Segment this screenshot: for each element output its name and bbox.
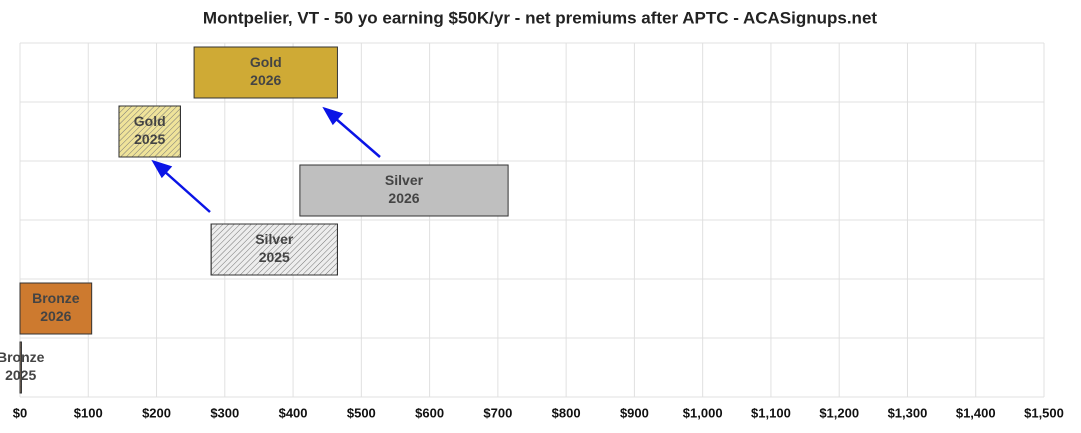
bar-label: 2025 <box>5 367 36 383</box>
bar-label: Bronze <box>0 349 45 365</box>
bar-label: 2026 <box>250 72 281 88</box>
x-tick-label: $300 <box>210 405 239 420</box>
bar-label: Gold <box>250 54 282 70</box>
x-tick-label: $1,200 <box>819 405 859 420</box>
x-tick-label: $700 <box>483 405 512 420</box>
bar <box>299 164 509 217</box>
x-tick-label: $100 <box>74 405 103 420</box>
chart-title: Montpelier, VT - 50 yo earning $50K/yr -… <box>203 8 877 27</box>
x-tick-label: $600 <box>415 405 444 420</box>
bar-label: 2026 <box>388 190 419 206</box>
bars: Gold 2026 Gold 2025 Silver 2026 Silver 2025 Bron… <box>0 46 509 394</box>
bar-hatch <box>118 105 181 158</box>
bar-label: Bronze <box>32 290 80 306</box>
arrows <box>151 106 381 213</box>
x-tick-label: $900 <box>620 405 649 420</box>
x-tick-label: $400 <box>279 405 308 420</box>
bar <box>19 282 93 335</box>
bar <box>193 46 338 99</box>
bar-label: Silver <box>385 172 424 188</box>
x-tick-label: $500 <box>347 405 376 420</box>
arrow <box>334 117 381 158</box>
bar-label: Gold <box>134 113 166 129</box>
arrowhead <box>322 106 344 126</box>
x-tick-label: $1,000 <box>683 405 723 420</box>
bar-label: 2025 <box>259 249 290 265</box>
bar-hatch <box>210 223 338 276</box>
x-tick-label: $200 <box>142 405 171 420</box>
bar-label: Silver <box>255 231 294 247</box>
x-tick-label: $1,100 <box>751 405 791 420</box>
grid: $0 $100 $200 $300 $400 $500 $600 $700 $800 $900 $1… <box>13 42 1064 420</box>
bar-label: 2026 <box>40 308 71 324</box>
x-tick-label: $1,300 <box>888 405 928 420</box>
x-tick-label: $1,500 <box>1024 405 1064 420</box>
x-tick-label: $0 <box>13 405 27 420</box>
bar-hatch <box>19 341 22 394</box>
bar-label: 2025 <box>134 131 165 147</box>
arrow <box>163 170 211 213</box>
x-tick-label: $1,400 <box>956 405 996 420</box>
arrowhead <box>151 159 173 179</box>
x-tick-label: $800 <box>552 405 581 420</box>
